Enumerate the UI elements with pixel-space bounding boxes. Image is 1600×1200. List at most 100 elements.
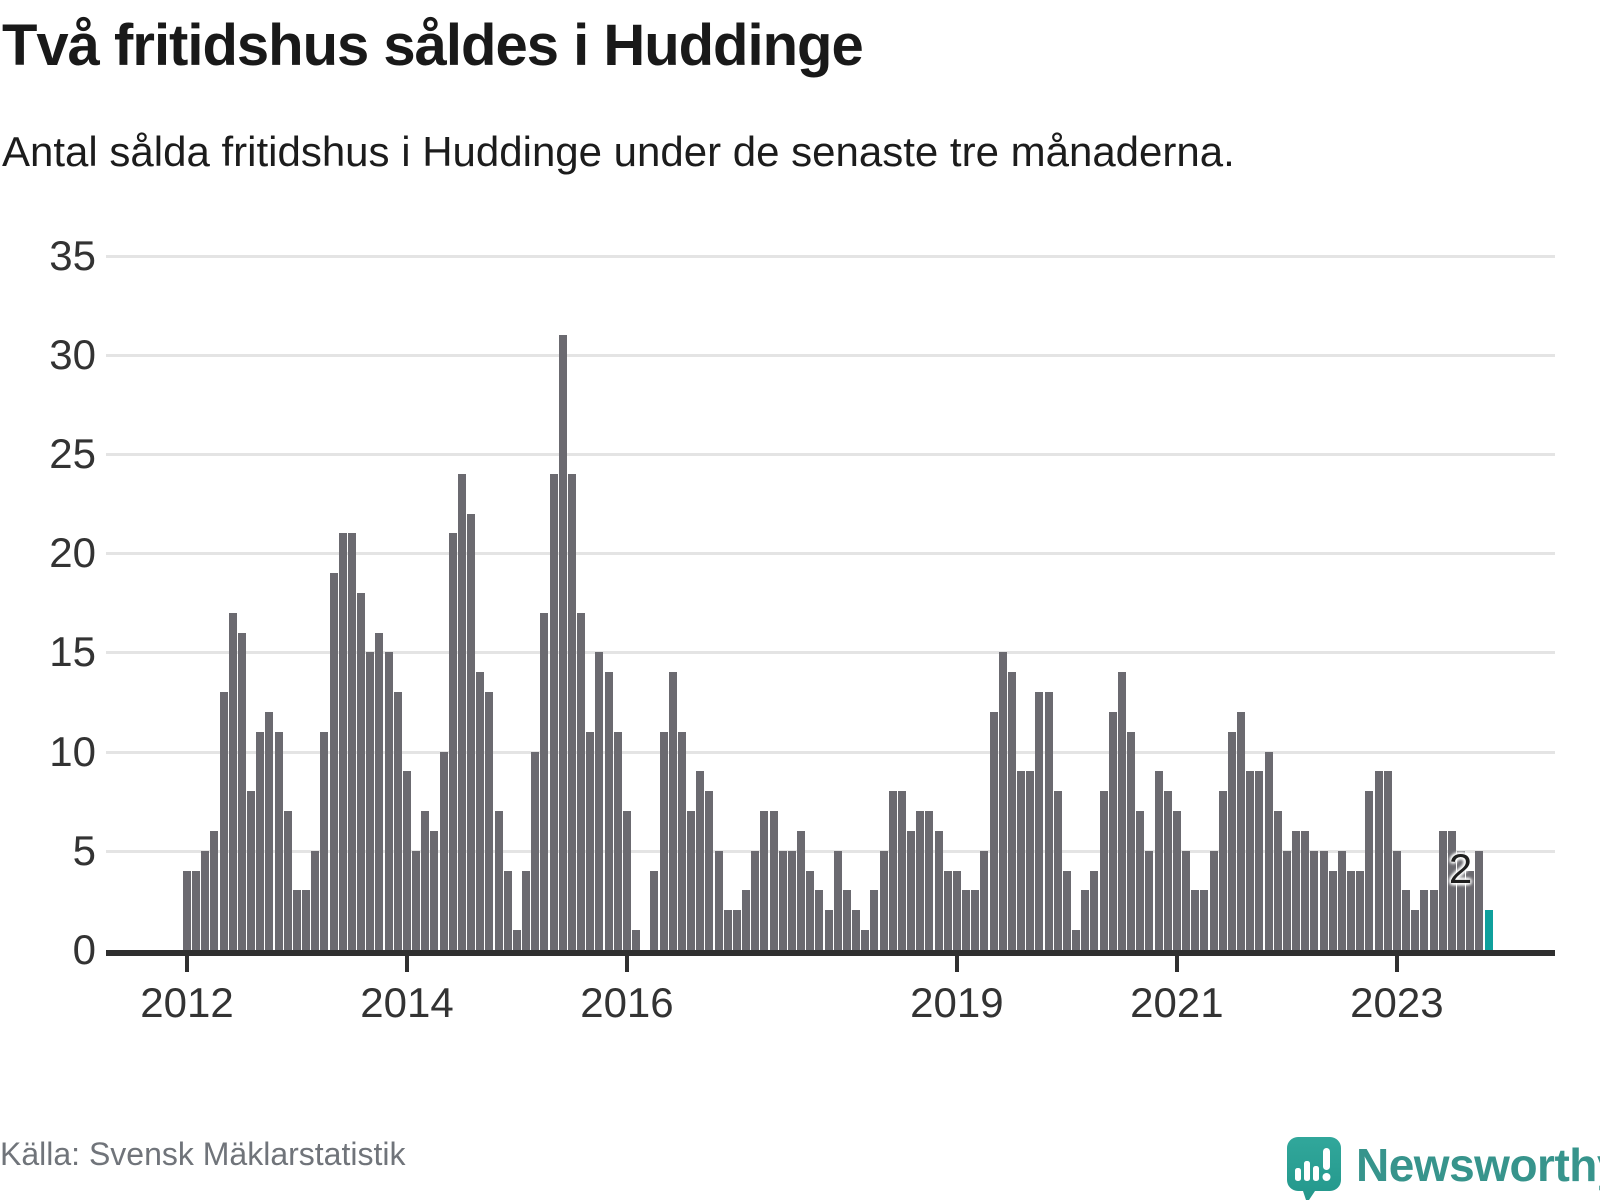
bar [595,652,604,950]
bar [1246,771,1255,950]
bar [687,811,696,950]
x-axis-tick [954,956,959,972]
bar [1310,851,1319,950]
bar [219,692,228,950]
bar [659,732,668,950]
bar [494,811,503,950]
bar [1145,851,1154,950]
bar [1035,692,1044,950]
gridline [106,552,1555,556]
bar [751,851,760,950]
bar [567,474,576,950]
x-axis-tick [624,956,629,972]
y-axis-tick-label: 20 [49,529,96,577]
bar [1319,851,1328,950]
bar [457,474,466,950]
bar [1347,871,1356,950]
bar [503,871,512,950]
y-axis-tick-label: 0 [72,926,96,973]
chart-subtitle: Antal sålda fritidshus i Huddinge under … [2,128,1235,175]
bar [1383,771,1392,950]
bar [1328,871,1337,950]
bar [870,890,879,950]
bar [531,752,540,950]
bar [247,791,256,950]
bar [980,851,989,950]
y-axis-tick-label: 25 [49,430,96,477]
bar [1017,771,1026,950]
bar [430,831,439,950]
brand-footer: Newsworthy [1286,1136,1600,1200]
bar [1264,752,1273,950]
highlight-value-label: 2 [1448,845,1473,892]
bar [806,871,815,950]
bar [549,474,558,950]
bar [577,613,586,950]
x-axis-tick-label: 2019 [910,979,1004,1026]
bar [732,910,741,950]
bar [1044,692,1053,950]
bar [237,633,246,950]
bar [604,672,613,950]
bar [283,811,292,950]
bar [677,732,686,950]
bar [1392,851,1401,950]
bar [1411,910,1420,950]
bar [650,871,659,950]
bar [668,672,677,950]
bar [421,811,430,950]
bar [1374,771,1383,950]
bar [366,652,375,950]
bar [989,712,998,950]
bar [347,533,356,950]
x-axis-tick-label: 2014 [360,979,454,1026]
bar [1356,871,1365,950]
bar [1292,831,1301,950]
bar [558,335,567,950]
bar [778,851,787,950]
page-title: Två fritidshus såldes i Huddinge [2,13,864,78]
x-axis-tick [1394,956,1399,972]
bar [1457,851,1465,950]
bar [375,633,384,950]
bar [1466,871,1475,950]
y-axis-tick-label: 30 [49,330,96,378]
bar [1108,712,1117,950]
bar [1255,771,1264,950]
bar [769,811,778,950]
bar [311,851,320,950]
bar [1209,851,1218,950]
bar [393,692,402,950]
bar [916,811,925,950]
bar [1081,890,1090,950]
bar [824,910,833,950]
bar [696,771,705,950]
bar [1062,871,1071,950]
bar [1273,811,1282,950]
bar [705,791,714,950]
bar [1191,890,1200,950]
bar [228,613,237,950]
newsworthy-wordmark: Newsworthy [1356,1139,1600,1191]
bar [742,890,751,950]
bar [622,811,631,950]
bar [1136,811,1145,950]
bar [797,831,806,950]
bar [1099,791,1108,950]
bar [586,732,595,950]
bar [183,871,191,950]
bar [971,890,980,950]
bar [879,851,888,950]
bar [1475,851,1484,950]
x-axis-tick-label: 2023 [1350,979,1444,1026]
bar [861,930,870,950]
x-axis-tick-label: 2016 [580,979,674,1026]
bar [522,871,531,950]
bar [714,851,723,950]
bar [384,652,393,950]
bar [1154,771,1163,950]
bar [925,811,934,950]
bar [888,791,897,950]
bar [265,712,274,950]
